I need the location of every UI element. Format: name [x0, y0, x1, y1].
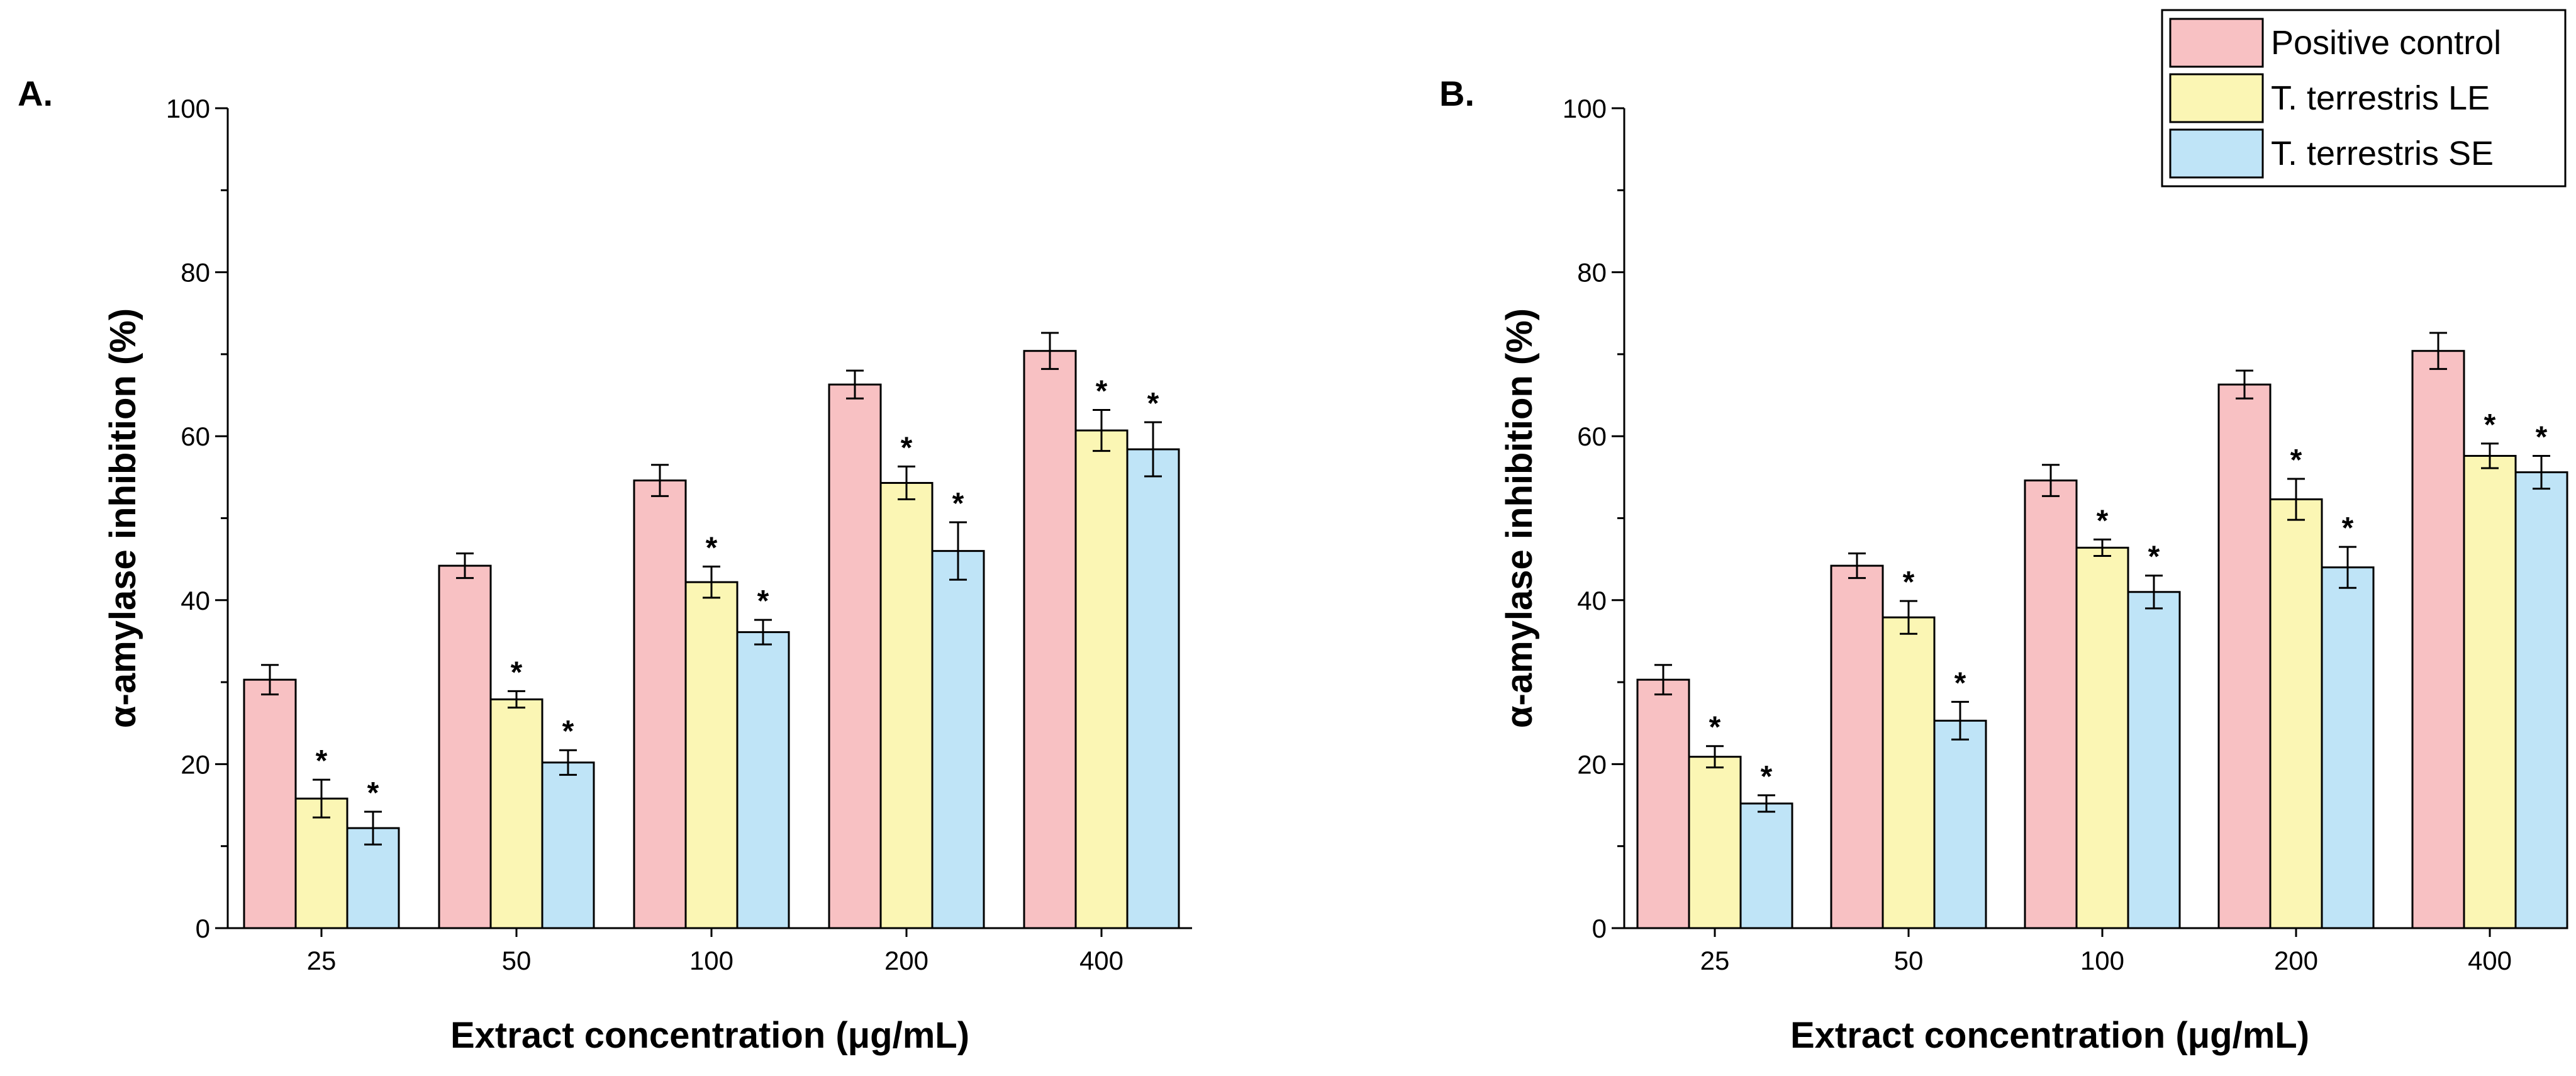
y-tick-label-40: 40: [181, 586, 210, 615]
panel-a: A. * * 25 * * 50 * * 100 * * 200 * * 400 0 20 40 60 80 100 Ext…: [18, 74, 1192, 1056]
bar-se-100: [2127, 591, 2181, 929]
panel-label: A.: [18, 74, 53, 113]
legend-label-positive: Positive control: [2271, 24, 2501, 62]
bar-se-50: [541, 761, 595, 929]
x-tick-label-50: 50: [1894, 946, 1924, 975]
significance-star-le-25: *: [1709, 711, 1721, 744]
bar-se-200: [931, 550, 985, 929]
y-tick-label-80: 80: [1577, 258, 1607, 288]
significance-star-le-400: *: [2484, 408, 2496, 442]
bar-le-50: [489, 698, 544, 929]
significance-star-le-25: *: [316, 744, 328, 778]
bar-le-25: [1688, 756, 1742, 929]
bar-positive-50: [438, 564, 492, 929]
x-tick-label-200: 200: [884, 946, 928, 975]
bar-positive-200: [828, 383, 882, 929]
bar-le-200: [2269, 498, 2323, 929]
significance-star-se-400: *: [2536, 420, 2548, 454]
bar-le-400: [2463, 454, 2517, 929]
bar-positive-25: [1636, 678, 1690, 929]
legend-swatch-le: [2169, 73, 2264, 123]
x-tick-label-25: 25: [307, 946, 337, 975]
legend-swatch-positive: [2169, 18, 2264, 68]
x-axis-title: Extract concentration (μg/mL): [1790, 1015, 2309, 1056]
bar-le-400: [1074, 429, 1129, 929]
bar-se-50: [1933, 719, 1987, 929]
y-tick-label-100: 100: [166, 94, 210, 123]
significance-star-se-25: *: [367, 776, 379, 810]
significance-star-le-100: *: [2097, 504, 2109, 537]
significance-star-se-100: *: [2148, 541, 2160, 574]
bar-positive-200: [2217, 383, 2272, 929]
panel-label: B.: [1439, 74, 1475, 113]
bar-se-400: [2514, 471, 2568, 929]
bar-positive-100: [633, 479, 687, 929]
y-tick-label-100: 100: [1563, 94, 1607, 123]
bar-le-100: [684, 581, 739, 929]
panel-b: B. * * 25 * * 50 * * 100 * * 200 * * 400 0 20 40 60 80 100 Ext…: [1439, 74, 2568, 1056]
bar-le-25: [294, 797, 348, 929]
bar-positive-25: [243, 678, 297, 929]
legend-label-le: T. terrestris LE: [2271, 79, 2490, 117]
significance-star-se-200: *: [2342, 512, 2354, 545]
x-tick-label-50: 50: [502, 946, 532, 975]
bar-se-200: [2321, 566, 2375, 929]
y-tick-label-0: 0: [196, 914, 210, 943]
bar-positive-50: [1830, 564, 1884, 929]
significance-star-le-100: *: [706, 531, 718, 564]
bar-le-100: [2075, 546, 2129, 929]
significance-star-le-200: *: [901, 431, 913, 464]
y-axis-title: α-amylase inhibition (%): [1499, 308, 1540, 728]
y-tick-label-60: 60: [1577, 422, 1607, 451]
bar-se-400: [1126, 448, 1180, 929]
x-tick-label-25: 25: [1700, 946, 1730, 975]
x-axis-title: Extract concentration (μg/mL): [450, 1015, 969, 1056]
y-tick-label-80: 80: [181, 258, 210, 288]
y-tick-label-20: 20: [181, 749, 210, 779]
significance-star-le-400: *: [1096, 375, 1108, 408]
y-tick-label-40: 40: [1577, 586, 1607, 615]
x-tick-label-100: 100: [2080, 946, 2124, 975]
x-tick-label-400: 400: [1079, 946, 1124, 975]
bar-positive-400: [2411, 350, 2465, 929]
bar-positive-400: [1023, 350, 1077, 929]
bar-le-50: [1882, 616, 1936, 929]
significance-star-se-100: *: [757, 585, 769, 618]
significance-star-le-200: *: [2290, 444, 2302, 477]
bar-se-25: [1739, 802, 1793, 929]
y-tick-label-20: 20: [1577, 749, 1607, 779]
y-axis-title: α-amylase inhibition (%): [103, 308, 143, 728]
legend-swatch-se: [2169, 128, 2264, 179]
x-tick-label-200: 200: [2274, 946, 2318, 975]
y-tick-label-0: 0: [1592, 914, 1607, 943]
y-tick-label-60: 60: [181, 422, 210, 451]
significance-star-se-200: *: [952, 487, 964, 520]
bar-positive-100: [2024, 479, 2078, 929]
significance-star-se-50: *: [1954, 666, 1966, 700]
legend: Positive control T. terrestris LE T. terre…: [2161, 9, 2567, 188]
significance-star-le-50: *: [511, 656, 523, 689]
significance-star-se-50: *: [562, 715, 574, 748]
significance-star-se-400: *: [1147, 387, 1159, 420]
bar-se-100: [736, 631, 790, 929]
legend-label-se: T. terrestris SE: [2271, 135, 2494, 172]
x-tick-label-400: 400: [2468, 946, 2512, 975]
bar-le-200: [879, 481, 934, 929]
significance-star-se-25: *: [1761, 760, 1773, 793]
significance-star-le-50: *: [1903, 566, 1915, 599]
x-tick-label-100: 100: [689, 946, 733, 975]
